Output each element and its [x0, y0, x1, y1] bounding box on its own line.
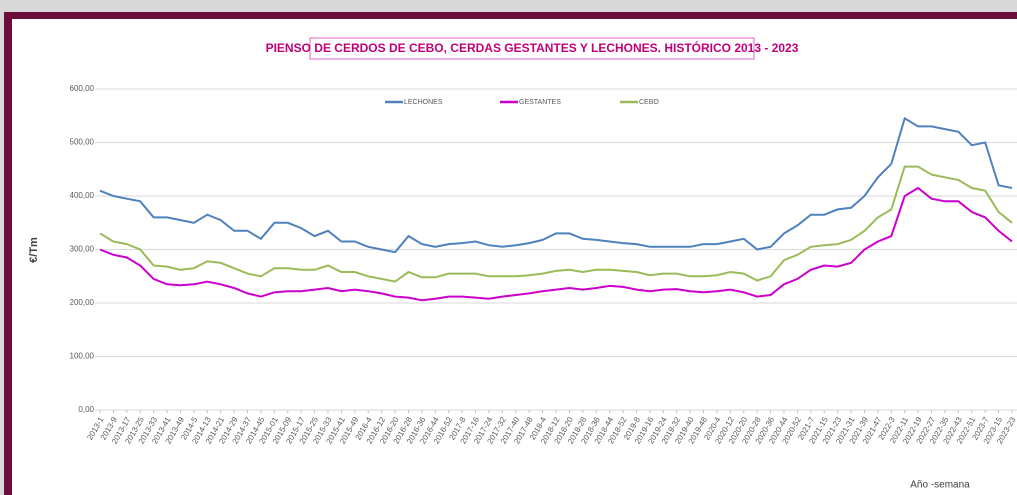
- y-tick-label: 300,00: [70, 245, 95, 254]
- legend-label: CEBO: [639, 99, 659, 106]
- x-axis-label: Año -semana: [910, 480, 970, 491]
- chart-title: PIENSO DE CERDOS DE CEBO, CERDAS GESTANT…: [266, 40, 799, 55]
- legend-label: GESTANTES: [519, 99, 561, 106]
- series-line: [99, 186, 1013, 302]
- plot-background: [12, 19, 1017, 495]
- y-tick-label: 500,00: [70, 138, 95, 147]
- y-tick-label: 200,00: [70, 298, 95, 307]
- y-axis-label: €/Tm: [28, 237, 40, 263]
- y-tick-label: 600,00: [70, 84, 95, 93]
- title-box: [309, 37, 755, 60]
- y-tick-label: 0,00: [78, 405, 94, 414]
- y-tick-label: 400,00: [70, 191, 95, 200]
- series-line: [99, 116, 1013, 254]
- legend-label: LECHONES: [404, 99, 443, 106]
- y-tick-label: 100,00: [70, 352, 95, 361]
- series-line: [99, 165, 1013, 283]
